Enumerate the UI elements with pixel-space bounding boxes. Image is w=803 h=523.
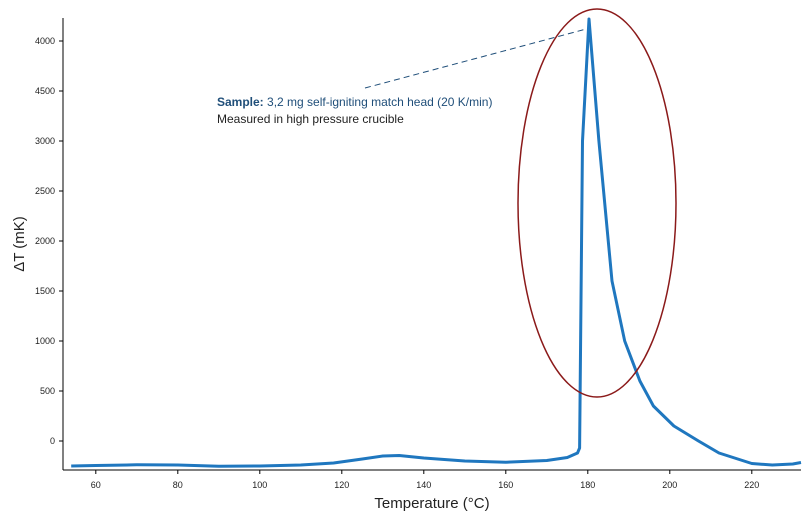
y-tick-label: 1000 xyxy=(35,336,55,346)
y-tick-label: 2000 xyxy=(35,236,55,246)
highlight-ellipse xyxy=(517,8,677,398)
annotation-line2: Measured in high pressure crucible xyxy=(217,112,404,126)
y-tick-label: 500 xyxy=(40,386,55,396)
annotation: Sample: 3,2 mg self-igniting match head … xyxy=(217,95,492,109)
x-tick-label: 220 xyxy=(744,480,759,490)
annotation-leader xyxy=(364,27,591,89)
x-tick-label: 200 xyxy=(662,480,677,490)
y-tick-label: 4500 xyxy=(35,86,55,96)
x-tick-label: 60 xyxy=(91,480,101,490)
annotation-text: 3,2 mg self-igniting match head (20 K/mi… xyxy=(267,95,492,109)
plot: 0 500 1000 1500 2000 2500 3000 4500 4000 60 80 100 1… xyxy=(35,17,802,490)
x-tick-label: 100 xyxy=(252,480,267,490)
x-tick-label: 120 xyxy=(334,480,349,490)
y-tick-label: 3000 xyxy=(35,136,55,146)
y-axis-label: ΔT (mK) xyxy=(11,216,28,272)
x-axis-label: Temperature (°C) xyxy=(374,495,489,512)
data-line xyxy=(71,17,802,468)
x-tick-label: 180 xyxy=(580,480,595,490)
y-tick-label: 0 xyxy=(50,436,55,446)
x-tick-label: 140 xyxy=(416,480,431,490)
annotation-bold: Sample: xyxy=(217,95,264,109)
y-tick-label: 1500 xyxy=(35,286,55,296)
y-tick-label: 2500 xyxy=(35,186,55,196)
x-tick-label: 80 xyxy=(173,480,183,490)
y-tick-label: 4000 xyxy=(35,36,55,46)
x-tick-label: 160 xyxy=(498,480,513,490)
